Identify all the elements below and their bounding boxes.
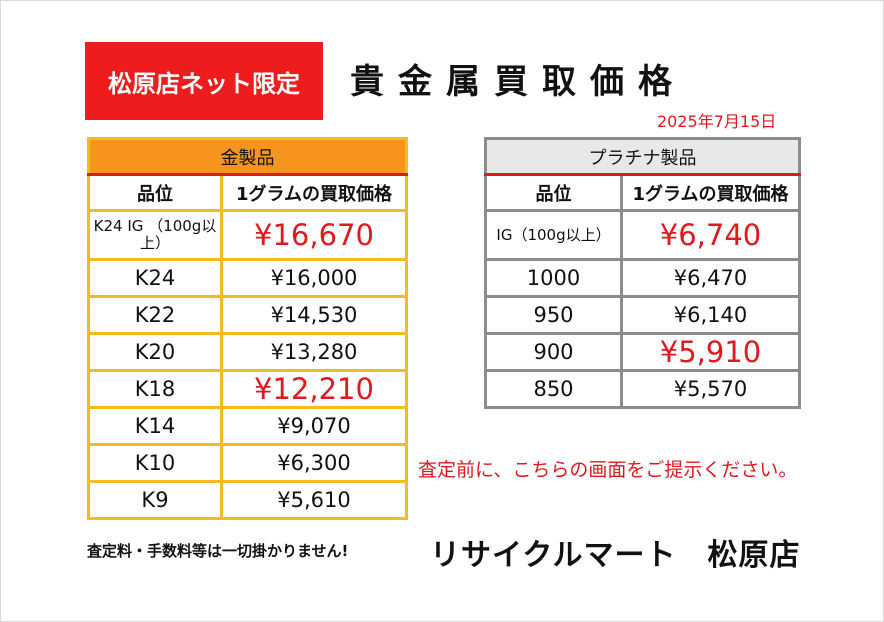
table-row: K22 ¥14,530 — [87, 295, 408, 335]
table-row: K9 ¥5,610 — [87, 480, 408, 520]
gold-grade-column-header: 品位 — [87, 173, 223, 212]
store-name: リサイクルマート 松原店 — [430, 538, 801, 573]
grade-cell: 950 — [484, 295, 623, 335]
grade-cell: K9 — [87, 480, 223, 520]
table-row: K10 ¥6,300 — [87, 443, 408, 483]
price-cell: ¥13,280 — [220, 332, 408, 372]
price-cell: ¥9,070 — [220, 406, 408, 446]
table-row: 1000 ¥6,470 — [484, 258, 801, 298]
page-title: 貴金属買取価格 — [350, 62, 686, 102]
net-limited-badge: 松原店ネット限定 — [85, 42, 323, 120]
table-row: IG（100g以上） ¥6,740 — [484, 209, 801, 261]
price-cell: ¥5,910 — [620, 332, 801, 372]
price-date: 2025年7月15日 — [657, 112, 777, 131]
price-cell: ¥5,570 — [620, 369, 801, 409]
gold-price-column-header: 1グラムの買取価格 — [220, 173, 408, 212]
table-row: 950 ¥6,140 — [484, 295, 801, 335]
table-row: K24 ¥16,000 — [87, 258, 408, 298]
grade-cell: K14 — [87, 406, 223, 446]
grade-cell: K10 — [87, 443, 223, 483]
gold-price-table: 金製品 品位 1グラムの買取価格 K24 IG （100g以上） ¥16,670… — [87, 137, 408, 520]
grade-cell: K22 — [87, 295, 223, 335]
platinum-price-table: プラチナ製品 品位 1グラムの買取価格 IG（100g以上） ¥6,740 10… — [484, 137, 801, 409]
table-row: 900 ¥5,910 — [484, 332, 801, 372]
price-cell: ¥6,300 — [220, 443, 408, 483]
grade-cell: K24 IG （100g以上） — [87, 209, 223, 261]
table-row: K14 ¥9,070 — [87, 406, 408, 446]
no-fee-note: 査定料・手数料等は一切掛かりません! — [87, 542, 349, 560]
grade-cell: 1000 — [484, 258, 623, 298]
price-cell: ¥5,610 — [220, 480, 408, 520]
grade-cell: K18 — [87, 369, 223, 409]
present-screen-notice: 査定前に、こちらの画面をご提示ください。 — [418, 459, 798, 481]
price-cell: ¥12,210 — [220, 369, 408, 409]
price-cell: ¥6,140 — [620, 295, 801, 335]
grade-cell: K24 — [87, 258, 223, 298]
grade-cell: K20 — [87, 332, 223, 372]
grade-cell: 900 — [484, 332, 623, 372]
table-row: K24 IG （100g以上） ¥16,670 — [87, 209, 408, 261]
price-cell: ¥14,530 — [220, 295, 408, 335]
price-cell: ¥16,000 — [220, 258, 408, 298]
table-row: 850 ¥5,570 — [484, 369, 801, 409]
platinum-grade-column-header: 品位 — [484, 173, 623, 212]
gold-table-header: 金製品 — [87, 137, 408, 176]
grade-cell: 850 — [484, 369, 623, 409]
price-cell: ¥6,470 — [620, 258, 801, 298]
price-cell: ¥6,740 — [620, 209, 801, 261]
table-row: K20 ¥13,280 — [87, 332, 408, 372]
table-row: K18 ¥12,210 — [87, 369, 408, 409]
grade-cell: IG（100g以上） — [484, 209, 623, 261]
platinum-price-column-header: 1グラムの買取価格 — [620, 173, 801, 212]
platinum-table-header: プラチナ製品 — [484, 137, 801, 176]
price-cell: ¥16,670 — [220, 209, 408, 261]
